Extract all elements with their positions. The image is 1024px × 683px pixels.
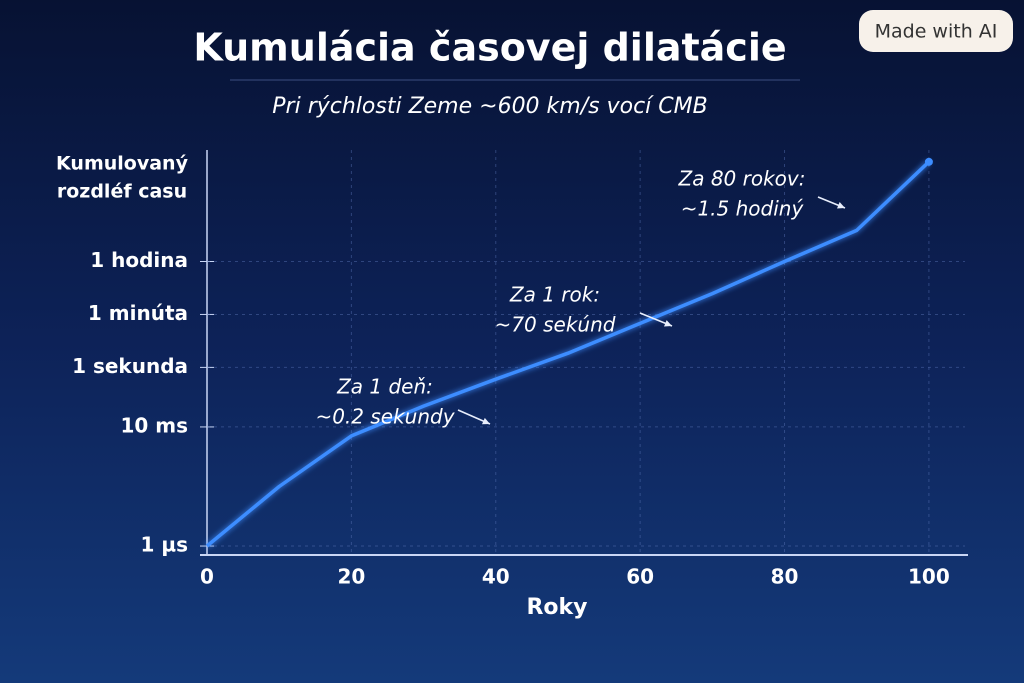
y-tick-label: 1 minúta (88, 301, 188, 325)
x-tick-label: 20 (337, 565, 365, 589)
annotation-arrowhead (664, 320, 672, 327)
y-tick-label: 1 µs (141, 533, 189, 557)
annotation: ~1.5 hodiný (681, 197, 805, 221)
y-tick-label: 1 hodina (90, 248, 188, 272)
chart-title: Kumulácia časovej dilatácie (193, 26, 786, 70)
x-tick-label: 60 (626, 565, 654, 589)
annotation: Za 80 rokov: (678, 167, 806, 191)
annotation: ~0.2 sekundy (315, 405, 455, 429)
x-tick-label: 80 (771, 565, 799, 589)
annotation: Za 1 deň: (336, 375, 433, 399)
chart-subtitle: Pri rýchlosti Zeme ~600 km/s vocí CMB (272, 94, 707, 119)
annotation: Za 1 rok: (509, 283, 600, 307)
annotation-arrowhead (837, 202, 845, 209)
x-axis-label: Roky (526, 595, 587, 620)
x-tick-label: 100 (908, 565, 950, 589)
y-axis-label: Kumulovaný (56, 153, 189, 175)
x-tick-label: 40 (482, 565, 510, 589)
y-axis-label: rozdléf casu (57, 181, 187, 203)
annotation: ~70 sekúnd (495, 313, 616, 337)
x-tick-label: 0 (200, 565, 214, 589)
y-tick-label: 10 ms (120, 413, 188, 437)
data-line (205, 160, 931, 548)
ai-badge (859, 10, 1013, 52)
y-tick-label: 1 sekunda (72, 354, 188, 378)
end-point (924, 157, 933, 166)
ai-badge-text: Made with AI (875, 21, 998, 43)
annotation-arrowhead (482, 417, 490, 425)
